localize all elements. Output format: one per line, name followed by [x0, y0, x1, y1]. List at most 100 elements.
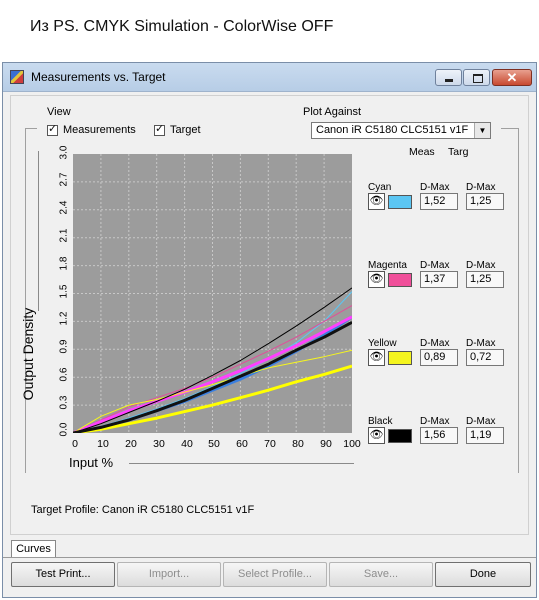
- yellow-swatch: [388, 351, 412, 365]
- meas-dmax-label: D-Max: [420, 338, 450, 349]
- black-target-line: [73, 320, 352, 433]
- measurements-window: Measurements vs. Target ✕ View ✓ Measure…: [2, 62, 537, 598]
- target-checkbox[interactable]: ✓: [154, 123, 165, 136]
- group-border: [518, 128, 519, 473]
- y-tick-label: 0.9: [58, 339, 70, 354]
- minimize-button[interactable]: [435, 69, 462, 86]
- import-button[interactable]: Import...: [117, 562, 221, 587]
- y-tick-label: 2.4: [58, 200, 70, 215]
- meas-dmax-value: 0,89: [420, 349, 458, 366]
- target-label: Target: [170, 124, 201, 136]
- x-tick-label: 70: [264, 438, 276, 450]
- targ-column-header: Targ: [448, 146, 469, 158]
- minimize-icon: [445, 79, 453, 82]
- test-print-button[interactable]: Test Print...: [11, 562, 115, 587]
- y-tick-label: 1.5: [58, 284, 70, 299]
- chart-curves: [73, 287, 352, 433]
- meas-dmax-label: D-Max: [420, 182, 450, 193]
- black-measurement-line: [73, 287, 352, 433]
- title-bar[interactable]: Measurements vs. Target ✕: [3, 63, 536, 92]
- chart-grid: [73, 154, 352, 433]
- magenta-target-line: [73, 315, 352, 433]
- x-axis-title-rule: [129, 463, 354, 464]
- targ-dmax-value: 1,19: [466, 427, 504, 444]
- channel-name: Black: [368, 416, 393, 427]
- density-chart: [73, 154, 352, 433]
- cyan-measurement-line: [73, 291, 352, 433]
- black-swatch: [388, 429, 412, 443]
- eye-icon: 👁: [369, 195, 384, 207]
- y-tick-label: 1.8: [58, 256, 70, 271]
- targ-dmax-value: 1,25: [466, 271, 504, 288]
- x-tick-label: 30: [153, 438, 165, 450]
- check-icon: ✓: [155, 123, 165, 135]
- eye-icon: 👁: [369, 273, 384, 285]
- plot-against-value: Canon iR C5180 CLC5151 v1F: [316, 124, 469, 136]
- eye-visibility-toggle[interactable]: 👁: [368, 193, 385, 210]
- meas-column-header: Meas: [409, 146, 435, 158]
- x-axis-title: Input %: [69, 455, 114, 470]
- meas-dmax-value: 1,37: [420, 271, 458, 288]
- save-button[interactable]: Save...: [329, 562, 433, 587]
- meas-dmax-label: D-Max: [420, 416, 450, 427]
- target-profile-text: Target Profile: Canon iR C5180 CLC5151 v…: [31, 504, 255, 516]
- eye-visibility-toggle[interactable]: 👁: [368, 349, 385, 366]
- magenta-swatch: [388, 273, 412, 287]
- chevron-down-icon: ▼: [474, 123, 490, 138]
- targ-dmax-value: 0,72: [466, 349, 504, 366]
- maximize-button[interactable]: [463, 69, 490, 86]
- y-tick-label: 0.3: [58, 395, 70, 410]
- yellow-target-line: [73, 364, 352, 433]
- y-tick-label: 1.2: [58, 311, 70, 326]
- check-icon: ✓: [48, 123, 58, 135]
- channel-name: Yellow: [368, 338, 397, 349]
- close-icon: ✕: [506, 70, 518, 85]
- select-profile-button[interactable]: Select Profile...: [223, 562, 327, 587]
- tab-curves[interactable]: Curves: [11, 540, 56, 558]
- measurements-checkbox[interactable]: ✓: [47, 123, 58, 136]
- close-button[interactable]: ✕: [492, 69, 532, 86]
- channel-name: Cyan: [368, 182, 392, 193]
- window-title: Measurements vs. Target: [31, 70, 166, 84]
- x-tick-label: 60: [236, 438, 248, 450]
- figure-caption: Из PS. CMYK Simulation - ColorWise OFF: [30, 18, 334, 35]
- measurements-label: Measurements: [63, 124, 136, 136]
- done-button[interactable]: Done: [435, 562, 531, 587]
- meas-dmax-label: D-Max: [420, 260, 450, 271]
- targ-dmax-label: D-Max: [466, 338, 496, 349]
- cyan-swatch: [388, 195, 412, 209]
- group-border: [25, 128, 26, 473]
- targ-dmax-label: D-Max: [466, 260, 496, 271]
- eye-icon: 👁: [369, 351, 384, 363]
- tab-divider: [3, 557, 536, 558]
- x-tick-label: 50: [208, 438, 220, 450]
- channel-name: Magenta: [368, 260, 407, 271]
- yellow-measurement-line: [73, 349, 352, 433]
- x-tick-label: 100: [343, 438, 361, 450]
- meas-dmax-value: 1,52: [420, 193, 458, 210]
- eye-icon: 👁: [369, 429, 384, 441]
- y-axis-title: Output Density: [20, 307, 36, 401]
- x-tick-label: 40: [181, 438, 193, 450]
- main-panel: View ✓ Measurements ✓ Target Plot Agains…: [10, 95, 529, 535]
- eye-visibility-toggle[interactable]: 👁: [368, 427, 385, 444]
- y-axis-title-rule: [38, 151, 39, 311]
- targ-dmax-label: D-Max: [466, 416, 496, 427]
- eye-visibility-toggle[interactable]: 👁: [368, 271, 385, 288]
- maximize-icon: [473, 74, 483, 83]
- x-tick-label: 0: [72, 438, 78, 450]
- plot-against-select[interactable]: Canon iR C5180 CLC5151 v1F ▼: [311, 122, 491, 139]
- x-tick-label: 80: [292, 438, 304, 450]
- y-tick-label: 2.7: [58, 172, 70, 187]
- app-icon: [10, 70, 24, 84]
- plot-against-label: Plot Against: [303, 106, 362, 118]
- group-border: [501, 128, 519, 129]
- x-tick-label: 90: [320, 438, 332, 450]
- y-tick-label: 2.1: [58, 228, 70, 243]
- targ-dmax-value: 1,25: [466, 193, 504, 210]
- y-tick-label: 0.6: [58, 367, 70, 382]
- x-tick-label: 10: [97, 438, 109, 450]
- magenta-measurement-line: [73, 305, 352, 433]
- meas-dmax-value: 1,56: [420, 427, 458, 444]
- targ-dmax-label: D-Max: [466, 182, 496, 193]
